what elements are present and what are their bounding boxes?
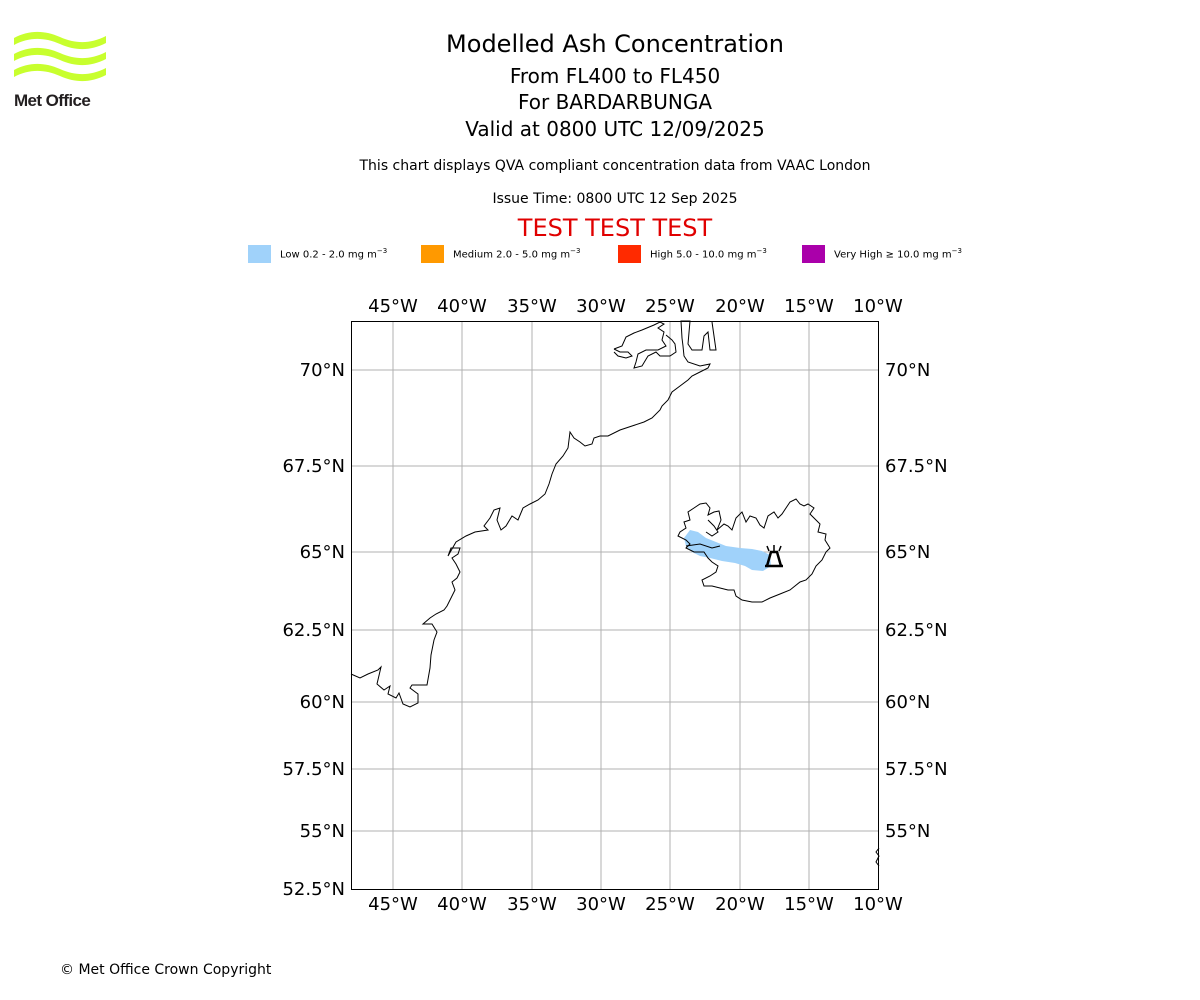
lon-tick-label: 25°W [645, 296, 695, 317]
lon-tick-label: 35°W [507, 894, 557, 915]
greenland-coastline [350, 320, 717, 708]
lat-tick-label: 60°N [885, 692, 930, 713]
iceland-fjord [705, 519, 719, 537]
legend-label-medium: Medium 2.0 - 5.0 mg m [453, 249, 571, 261]
flight-levels: From FL400 to FL450 [509, 64, 721, 88]
lat-tick-label: 55°N [300, 821, 345, 842]
lat-tick-label: 57.5°N [282, 759, 345, 780]
lon-tick-label: 10°W [853, 296, 903, 317]
lat-tick-label: 57.5°N [885, 759, 948, 780]
logo-text: Met Office [14, 91, 91, 110]
bottom-longitude-labels: 45°W 40°W 35°W 30°W 25°W 20°W 15°W 10°W [368, 894, 903, 915]
lat-tick-label: 67.5°N [282, 456, 345, 477]
lon-tick-label: 20°W [715, 296, 765, 317]
qva-note: This chart displays QVA compliant concen… [359, 158, 871, 174]
met-office-logo: Met Office [14, 30, 106, 114]
lon-tick-label: 10°W [853, 894, 903, 915]
legend-swatch-very-high [802, 245, 825, 263]
legend-swatch-medium [421, 245, 444, 263]
lon-tick-label: 30°W [576, 296, 626, 317]
valid-time: Valid at 0800 UTC 12/09/2025 [465, 117, 765, 141]
lon-tick-label: 45°W [368, 894, 418, 915]
met-office-waves-icon [14, 31, 106, 82]
lat-tick-label: 55°N [885, 821, 930, 842]
iceland-coastline [677, 498, 831, 603]
lat-tick-label: 62.5°N [885, 620, 948, 641]
lat-tick-label: 62.5°N [282, 620, 345, 641]
left-latitude-labels: 70°N 67.5°N 65°N 62.5°N 60°N 57.5°N 55°N… [282, 360, 345, 900]
greenland-inlet [613, 348, 633, 359]
copyright-notice: © Met Office Crown Copyright [60, 962, 272, 978]
legend-item-very-high: Very High ≥ 10.0 mg m−3 [802, 244, 962, 264]
legend-label-very-high: Very High ≥ 10.0 mg m [834, 249, 952, 261]
right-latitude-labels: 70°N 67.5°N 65°N 62.5°N 60°N 57.5°N 55°N [885, 360, 948, 842]
legend-item-medium: Medium 2.0 - 5.0 mg m−3 [421, 244, 580, 264]
legend-item-low: Low 0.2 - 2.0 mg m−3 [248, 244, 387, 264]
greenland-scoresby-sund [613, 321, 677, 369]
lon-tick-label: 25°W [645, 894, 695, 915]
lat-tick-label: 67.5°N [885, 456, 948, 477]
iceland-fjord-west [685, 543, 721, 549]
lat-tick-label: 65°N [885, 542, 930, 563]
issue-time: Issue Time: 0800 UTC 12 Sep 2025 [492, 191, 738, 207]
lon-tick-label: 40°W [437, 894, 487, 915]
legend-swatch-high [618, 245, 641, 263]
top-longitude-labels: 45°W 40°W 35°W 30°W 25°W 20°W 15°W 10°W [368, 296, 903, 317]
chart-title: Modelled Ash Concentration [446, 30, 784, 58]
volcano-name: For BARDARBUNGA [517, 90, 713, 114]
lon-tick-label: 30°W [576, 894, 626, 915]
map-frame [351, 321, 879, 890]
lon-tick-label: 15°W [784, 894, 834, 915]
legend-unit-exponent: −3 [951, 247, 962, 256]
lat-tick-label: 70°N [885, 360, 930, 381]
ash-plume-low [684, 530, 771, 571]
legend-item-high: High 5.0 - 10.0 mg m−3 [618, 244, 767, 264]
volcano-icon [765, 545, 783, 568]
legend-swatch-low [248, 245, 271, 263]
lon-tick-label: 45°W [368, 296, 418, 317]
lon-tick-label: 15°W [784, 296, 834, 317]
legend-unit-exponent: −3 [376, 247, 388, 256]
lat-tick-label: 70°N [300, 360, 345, 381]
lon-tick-label: 20°W [715, 894, 765, 915]
legend-label-high: High 5.0 - 10.0 mg m [650, 249, 757, 261]
legend-label-low: Low 0.2 - 2.0 mg m [280, 249, 377, 261]
lat-tick-label: 52.5°N [282, 879, 345, 900]
test-banner: TEST TEST TEST [517, 214, 713, 242]
lon-tick-label: 35°W [507, 296, 557, 317]
legend-unit-exponent: −3 [570, 247, 581, 256]
map-gridlines [351, 321, 879, 890]
lat-tick-label: 60°N [300, 692, 345, 713]
lon-tick-label: 40°W [437, 296, 487, 317]
lat-tick-label: 65°N [300, 542, 345, 563]
legend-unit-exponent: −3 [756, 247, 767, 256]
